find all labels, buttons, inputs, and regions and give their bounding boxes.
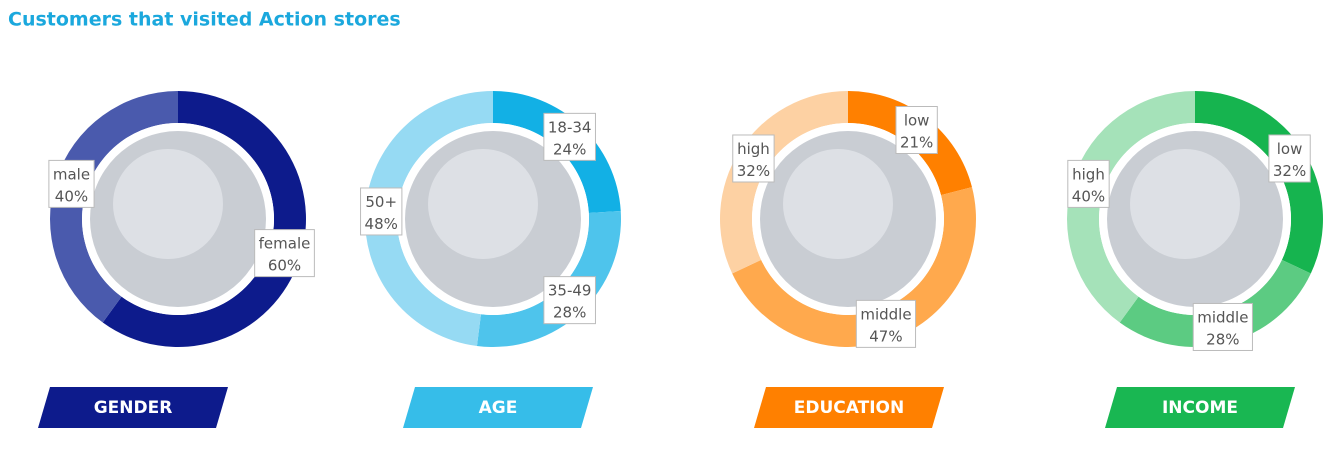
photo-highlight <box>1130 149 1240 259</box>
label-box <box>732 134 775 183</box>
value-label: 60% <box>268 257 301 275</box>
donut-segment <box>1119 259 1311 348</box>
category-label: male <box>53 165 90 183</box>
value-label: 47% <box>869 327 902 345</box>
donut-segment <box>493 91 621 213</box>
category-label: low <box>1277 140 1303 158</box>
data-label: female 60% <box>254 229 315 278</box>
photo-highlight <box>428 149 538 259</box>
label-box <box>1067 159 1110 208</box>
data-label: 50+48% <box>360 187 403 236</box>
category-label: 50+ <box>365 193 397 211</box>
category-label: female <box>259 235 311 253</box>
category-label: 35-49 <box>548 282 592 300</box>
data-label: low 21% <box>895 106 938 155</box>
value-label: 24% <box>553 140 586 158</box>
category-title: INCOME <box>1162 398 1238 418</box>
category-title: AGE <box>479 398 518 418</box>
label-box <box>1192 302 1253 351</box>
category-title: EDUCATION <box>794 398 904 418</box>
value-label: 32% <box>737 162 770 180</box>
category-banner <box>754 387 944 428</box>
page-title: Customers that visited Action stores <box>8 9 401 31</box>
data-label: 18-34 24% <box>543 112 596 161</box>
label-box <box>855 299 917 348</box>
category-banner <box>403 387 593 428</box>
donut-segment <box>1067 91 1195 323</box>
data-label: high 40% <box>1067 159 1110 208</box>
category-label: middle <box>1197 308 1248 326</box>
donut-segment <box>50 91 178 323</box>
data-label: middle 47% <box>855 299 917 348</box>
category-banner <box>1105 387 1295 428</box>
category-label: low <box>904 112 930 130</box>
label-box <box>1268 134 1311 183</box>
label-box <box>543 276 596 325</box>
label-box <box>48 159 95 208</box>
value-label: 28% <box>553 304 586 322</box>
data-label: male 40% <box>48 159 95 208</box>
category-label: middle <box>860 305 911 323</box>
category-label: high <box>737 140 770 158</box>
donut-chart: low 32% middle 28% high 40% INCOME <box>1067 91 1323 428</box>
label-box <box>543 112 596 161</box>
donut-segment <box>476 210 621 347</box>
donut-segment <box>364 91 493 346</box>
category-label: high <box>1072 165 1105 183</box>
value-label: 21% <box>900 134 933 152</box>
value-label: 40% <box>55 187 88 205</box>
data-label: middle 28% <box>1192 302 1253 351</box>
label-box <box>360 187 403 236</box>
donut-chart: low 21% middle 47% high 32% EDUCATION <box>720 91 976 428</box>
category-label: 18-34 <box>548 118 592 136</box>
photo-highlight <box>783 149 893 259</box>
category-banner <box>38 387 228 428</box>
value-label: 40% <box>1072 187 1105 205</box>
value-label: 48% <box>365 215 398 233</box>
value-label: 28% <box>1206 330 1239 348</box>
photo-highlight <box>113 149 223 259</box>
category-title: GENDER <box>94 398 173 418</box>
data-label: 35-49 28% <box>543 276 596 325</box>
data-label: high 32% <box>732 134 775 183</box>
label-box <box>254 229 315 278</box>
data-label: low 32% <box>1268 134 1311 183</box>
donut-chart: female 60% male 40% GENDER <box>38 91 315 428</box>
value-label: 32% <box>1273 162 1306 180</box>
label-box <box>895 106 938 155</box>
donut-segment <box>102 91 307 348</box>
